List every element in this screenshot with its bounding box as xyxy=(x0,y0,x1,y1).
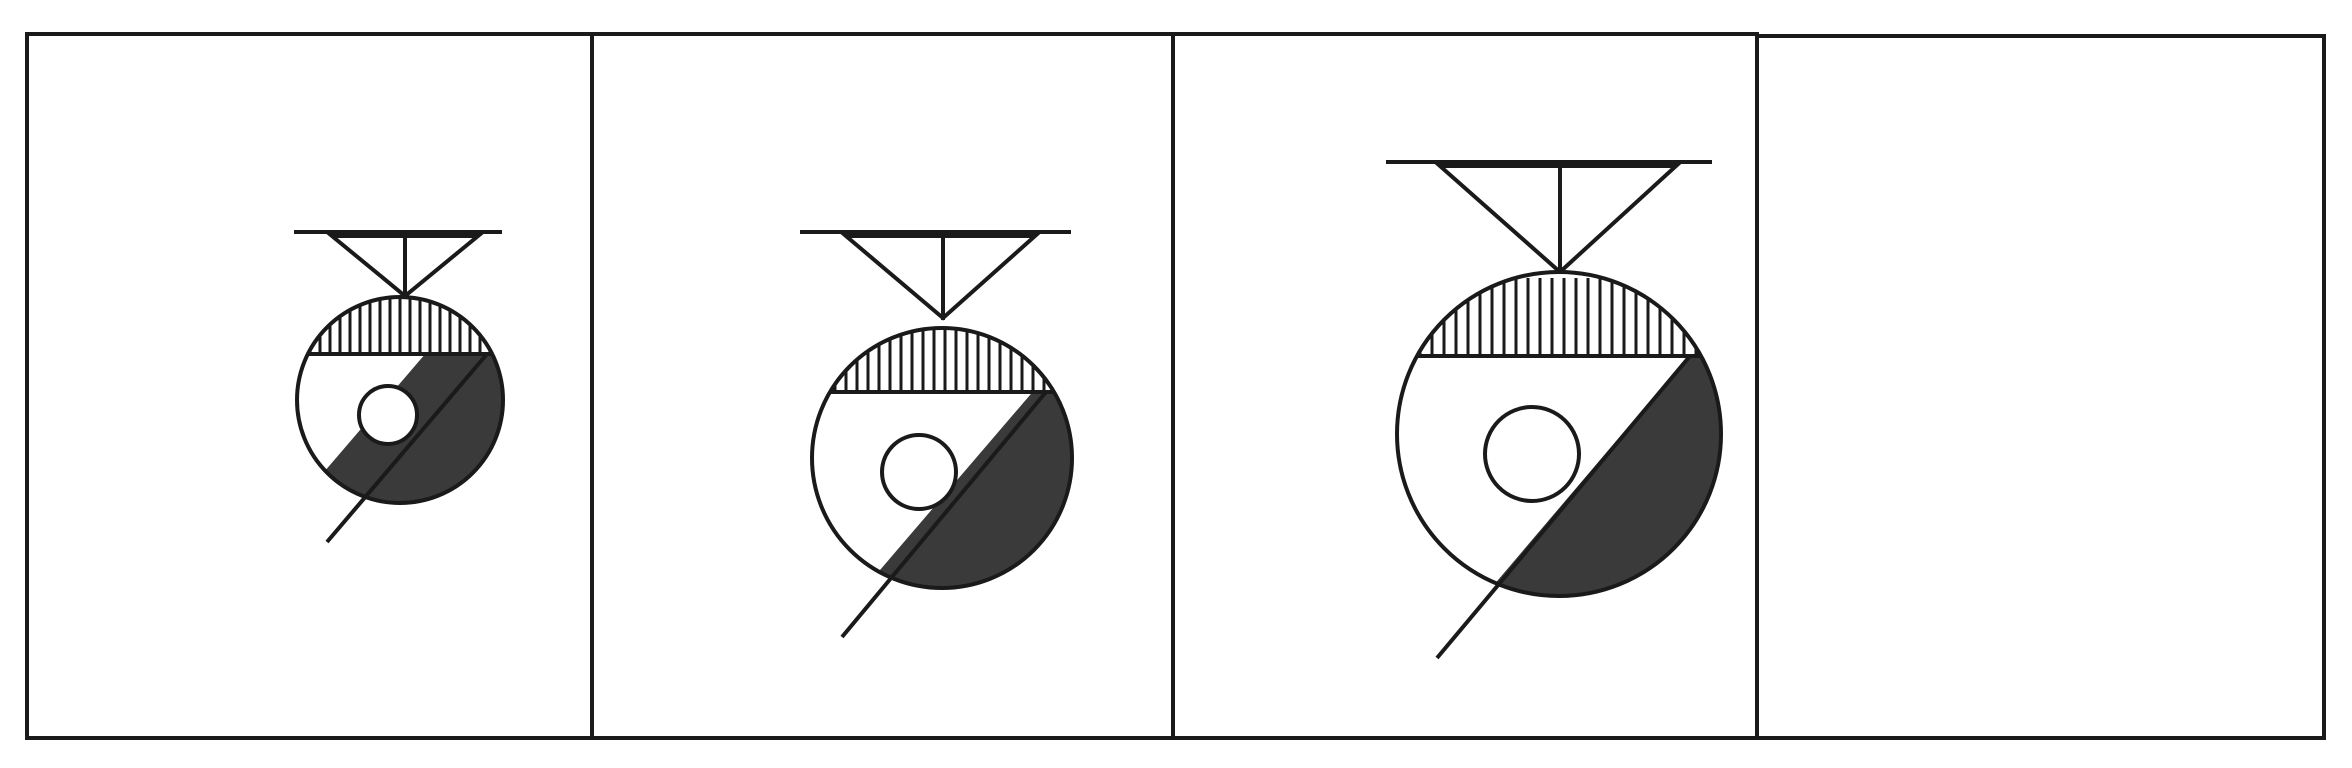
inner-circle xyxy=(880,433,958,511)
diagonal-stroke xyxy=(840,390,1048,639)
inner-circle xyxy=(357,384,419,446)
panel-frames xyxy=(25,32,2326,740)
diagonal-stroke xyxy=(325,352,489,544)
outer-circle xyxy=(295,295,505,505)
outer-circle xyxy=(1395,270,1723,598)
figure-1 xyxy=(294,230,505,544)
dark-segment xyxy=(820,328,1072,588)
figure-3 xyxy=(1386,160,1723,660)
panel-1 xyxy=(25,32,594,740)
diagonal-stroke xyxy=(1435,354,1692,660)
figure-2 xyxy=(800,230,1074,639)
striped-cap-bg xyxy=(1397,272,1721,356)
hanger-triangle xyxy=(840,234,1041,321)
dark-segment xyxy=(300,297,503,503)
panel-4-blank xyxy=(1755,34,2326,740)
outer-circle xyxy=(810,326,1074,590)
inner-circle xyxy=(1483,405,1581,503)
